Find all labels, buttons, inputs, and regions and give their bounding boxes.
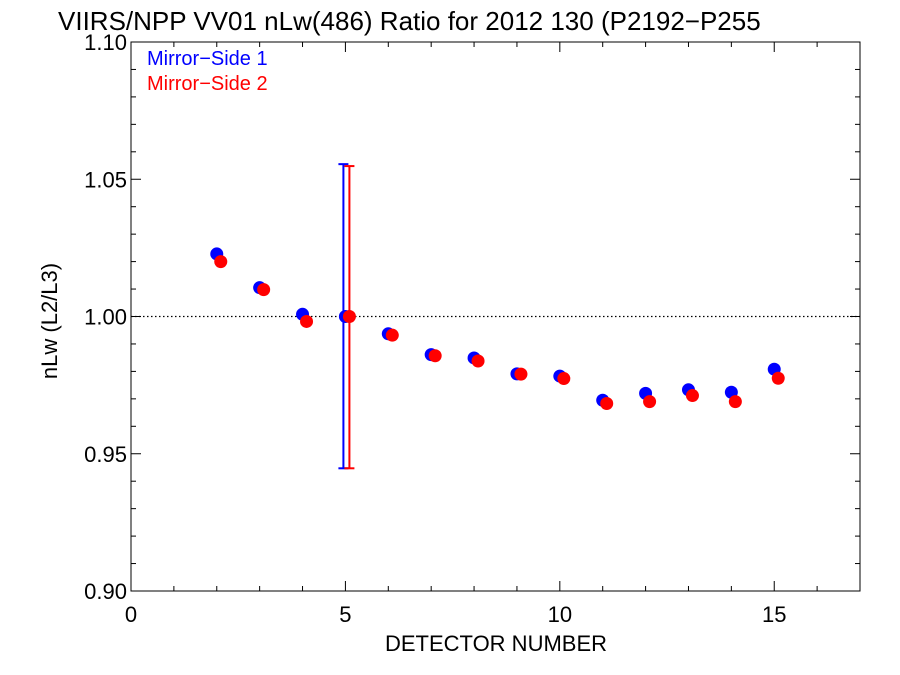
data-point — [300, 314, 314, 328]
data-point — [600, 397, 614, 411]
y-tick-label: 0.90 — [84, 579, 127, 604]
data-point — [771, 371, 785, 385]
x-tick-label: 15 — [762, 602, 786, 627]
x-tick-label: 10 — [548, 602, 572, 627]
legend-entry: Mirror−Side 1 — [147, 48, 268, 70]
y-tick-label: 0.95 — [84, 442, 127, 467]
data-point — [471, 354, 485, 368]
axis-tick-labels: 0 5 10 15 0.90 0.95 1.00 1.05 1.10 — [84, 30, 786, 627]
data-point — [257, 283, 271, 297]
data-point — [685, 389, 699, 403]
axis-ticks — [130, 41, 861, 592]
x-tick-label: 5 — [339, 602, 351, 627]
y-tick-label: 1.00 — [84, 305, 127, 330]
legend-entry: Mirror−Side 2 — [147, 73, 268, 95]
data-point — [643, 395, 657, 409]
data-point — [428, 349, 442, 363]
data-point — [342, 310, 356, 323]
x-tick-label: 0 — [125, 602, 137, 627]
legend: Mirror−Side 1 Mirror−Side 2 — [147, 48, 268, 95]
y-axis-label: nLw (L2/L3) — [37, 263, 62, 379]
data-point — [514, 367, 528, 381]
y-tick-label: 1.10 — [84, 30, 127, 55]
chart-title: VIIRS/NPP VV01 nLw(486) Ratio for 2012 1… — [58, 6, 761, 36]
data-point — [557, 372, 571, 386]
data-point — [385, 328, 399, 342]
data-point — [214, 255, 228, 269]
x-axis-label: DETECTOR NUMBER — [385, 631, 607, 656]
data-points — [210, 247, 785, 411]
data-point — [728, 395, 742, 409]
y-tick-label: 1.05 — [84, 167, 127, 192]
